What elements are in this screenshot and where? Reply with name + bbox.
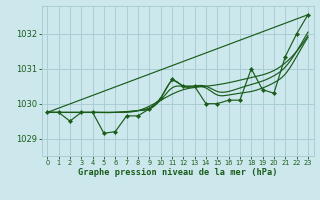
- X-axis label: Graphe pression niveau de la mer (hPa): Graphe pression niveau de la mer (hPa): [78, 168, 277, 177]
